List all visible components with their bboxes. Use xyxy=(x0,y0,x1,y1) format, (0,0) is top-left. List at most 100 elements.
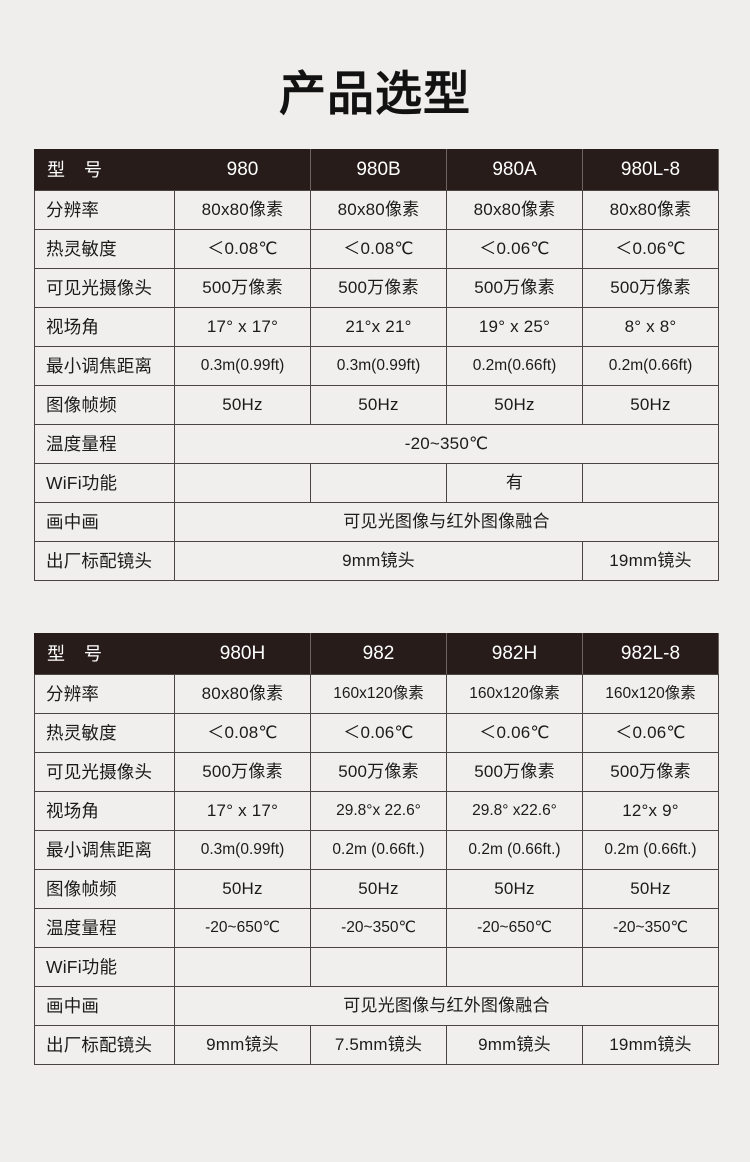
table-cell-empty xyxy=(582,463,719,503)
table-cell: 0.3m(0.99ft) xyxy=(174,346,311,386)
row-label: 视场角 xyxy=(34,307,175,347)
header-model-1: 980B xyxy=(310,149,447,191)
table-row: 分辨率 80x80像素 160x120像素 160x120像素 160x120像素 xyxy=(34,674,719,714)
row-label: 分辨率 xyxy=(34,674,175,714)
table-row: WiFi功能 有 xyxy=(34,463,719,503)
table-row: 可见光摄像头 500万像素 500万像素 500万像素 500万像素 xyxy=(34,752,719,792)
header-model-2: 980A xyxy=(446,149,583,191)
row-label: 图像帧频 xyxy=(34,385,175,425)
spec-table-2: 型 号 980H 982 982H 982L-8 分辨率 80x80像素 160x1… xyxy=(34,633,719,1065)
table-cell: 9mm镜头 xyxy=(446,1025,583,1065)
row-label: 图像帧频 xyxy=(34,869,175,909)
table-cell-empty xyxy=(174,463,311,503)
table-cell: 0.3m(0.99ft) xyxy=(174,830,311,870)
table-cell: ＜0.08℃ xyxy=(174,229,311,269)
table-cell: 500万像素 xyxy=(582,268,719,308)
table-cell: 500万像素 xyxy=(582,752,719,792)
table-cell: ＜0.06℃ xyxy=(446,713,583,753)
header-label-model: 型 号 xyxy=(34,149,175,191)
spec-table-1-body: 分辨率 80x80像素 80x80像素 80x80像素 80x80像素 热灵敏度 ＜0.08… xyxy=(34,190,719,581)
table-row: WiFi功能 xyxy=(34,947,719,987)
header-model-0: 980 xyxy=(174,149,311,191)
table-header-row: 型 号 980H 982 982H 982L-8 xyxy=(34,633,719,675)
spec-table-1: 型 号 980 980B 980A 980L-8 分辨率 80x80像素 80x80… xyxy=(34,149,719,581)
header-label-model: 型 号 xyxy=(34,633,175,675)
table-cell: ＜0.06℃ xyxy=(310,713,447,753)
table-cell: 可见光图像与红外图像融合 xyxy=(174,986,719,1026)
table-cell: -20~650℃ xyxy=(174,908,311,948)
spec-table-1-head: 型 号 980 980B 980A 980L-8 xyxy=(34,149,719,191)
header-model-0: 980H xyxy=(174,633,311,675)
table-header-row: 型 号 980 980B 980A 980L-8 xyxy=(34,149,719,191)
table-cell: 0.3m(0.99ft) xyxy=(310,346,447,386)
table-cell: ＜0.06℃ xyxy=(446,229,583,269)
table-row: 图像帧频 50Hz 50Hz 50Hz 50Hz xyxy=(34,869,719,909)
table-cell: 500万像素 xyxy=(446,268,583,308)
row-label: 分辨率 xyxy=(34,190,175,230)
table-cell: 17° x 17° xyxy=(174,307,311,347)
table-cell: 500万像素 xyxy=(446,752,583,792)
table-cell: 500万像素 xyxy=(174,268,311,308)
table-cell: ＜0.08℃ xyxy=(174,713,311,753)
row-label: 可见光摄像头 xyxy=(34,268,175,308)
table-cell: 29.8°x 22.6° xyxy=(310,791,447,831)
table-cell: 9mm镜头 xyxy=(174,1025,311,1065)
row-label: 画中画 xyxy=(34,986,175,1026)
table-cell: 50Hz xyxy=(174,869,311,909)
table-row: 最小调焦距离 0.3m(0.99ft) 0.3m(0.99ft) 0.2m(0.66f… xyxy=(34,346,719,386)
table-cell: 19mm镜头 xyxy=(582,1025,719,1065)
table-cell: 17° x 17° xyxy=(174,791,311,831)
header-model-2: 982H xyxy=(446,633,583,675)
table-row: 视场角 17° x 17° 21°x 21° 19° x 25° 8° x 8° xyxy=(34,307,719,347)
table-cell: 160x120像素 xyxy=(446,674,583,714)
table-cell: ＜0.06℃ xyxy=(582,713,719,753)
table-cell: 50Hz xyxy=(446,869,583,909)
row-label: 视场角 xyxy=(34,791,175,831)
table-cell: -20~350℃ xyxy=(310,908,447,948)
spec-table-2-body: 分辨率 80x80像素 160x120像素 160x120像素 160x120像素 热灵敏… xyxy=(34,674,719,1065)
table-cell: 0.2m(0.66ft) xyxy=(582,346,719,386)
spec-table-2-head: 型 号 980H 982 982H 982L-8 xyxy=(34,633,719,675)
table-cell-empty xyxy=(174,947,311,987)
table-cell: 80x80像素 xyxy=(174,674,311,714)
row-label: 最小调焦距离 xyxy=(34,346,175,386)
table-row: 视场角 17° x 17° 29.8°x 22.6° 29.8° x22.6° 12°x… xyxy=(34,791,719,831)
table-cell: 0.2m(0.66ft) xyxy=(446,346,583,386)
table-cell: 50Hz xyxy=(310,385,447,425)
row-label: 出厂标配镜头 xyxy=(34,1025,175,1065)
row-label: 温度量程 xyxy=(34,908,175,948)
table-cell: 0.2m (0.66ft.) xyxy=(446,830,583,870)
table-cell: 12°x 9° xyxy=(582,791,719,831)
table-cell: 7.5mm镜头 xyxy=(310,1025,447,1065)
table-row: 图像帧频 50Hz 50Hz 50Hz 50Hz xyxy=(34,385,719,425)
table-row: 出厂标配镜头 9mm镜头 19mm镜头 xyxy=(34,541,719,581)
page-title: 产品选型 xyxy=(279,67,471,120)
table-cell: ＜0.06℃ xyxy=(582,229,719,269)
table-row: 温度量程 -20~650℃ -20~350℃ -20~650℃ -20~350℃ xyxy=(34,908,719,948)
table-cell: 9mm镜头 xyxy=(174,541,583,581)
table-row: 画中画 可见光图像与红外图像融合 xyxy=(34,986,719,1026)
table-cell: 50Hz xyxy=(582,385,719,425)
table-cell: -20~650℃ xyxy=(446,908,583,948)
table-row: 热灵敏度 ＜0.08℃ ＜0.06℃ ＜0.06℃ ＜0.06℃ xyxy=(34,713,719,753)
table-cell: 0.2m (0.66ft.) xyxy=(310,830,447,870)
row-label: 热灵敏度 xyxy=(34,229,175,269)
row-label: WiFi功能 xyxy=(34,947,175,987)
table-row: 分辨率 80x80像素 80x80像素 80x80像素 80x80像素 xyxy=(34,190,719,230)
table-cell: 80x80像素 xyxy=(174,190,311,230)
row-label: 画中画 xyxy=(34,502,175,542)
table-cell: ＜0.08℃ xyxy=(310,229,447,269)
row-label: 出厂标配镜头 xyxy=(34,541,175,581)
table-cell: 19° x 25° xyxy=(446,307,583,347)
table-cell: 21°x 21° xyxy=(310,307,447,347)
table-row: 最小调焦距离 0.3m(0.99ft) 0.2m (0.66ft.) 0.2m (0.… xyxy=(34,830,719,870)
table-cell: 19mm镜头 xyxy=(582,541,719,581)
row-label: 热灵敏度 xyxy=(34,713,175,753)
table-cell: 29.8° x22.6° xyxy=(446,791,583,831)
table-cell: 50Hz xyxy=(582,869,719,909)
table-cell: 80x80像素 xyxy=(310,190,447,230)
table-row: 画中画 可见光图像与红外图像融合 xyxy=(34,502,719,542)
table-cell: 160x120像素 xyxy=(582,674,719,714)
table-row: 出厂标配镜头 9mm镜头 7.5mm镜头 9mm镜头 19mm镜头 xyxy=(34,1025,719,1065)
